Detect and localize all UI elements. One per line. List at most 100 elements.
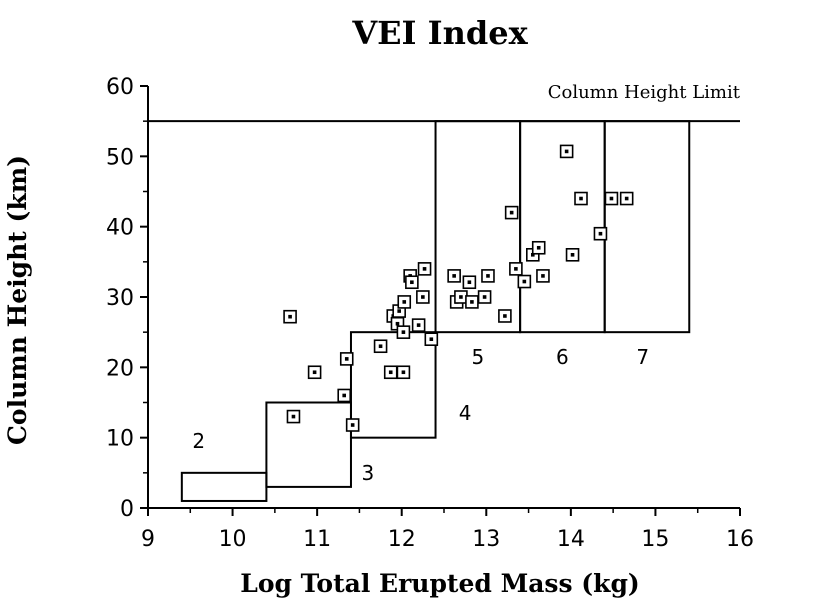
x-tick-label: 13 <box>472 527 500 552</box>
data-point-center <box>350 423 355 427</box>
data-point-center <box>531 253 535 257</box>
data-point <box>604 191 619 206</box>
y-tick-label: 0 <box>120 497 134 522</box>
data-point <box>339 352 354 366</box>
data-point <box>411 318 426 332</box>
y-tick-label: 10 <box>106 427 134 452</box>
y-tick-label: 50 <box>106 145 134 170</box>
x-tick-label: 9 <box>141 527 155 552</box>
x-tick-label: 12 <box>388 527 416 552</box>
data-point <box>405 275 419 290</box>
x-axis-label: Log Total Erupted Mass (kg) <box>240 569 640 598</box>
data-point <box>397 295 412 309</box>
data-point-center <box>470 300 474 304</box>
data-point <box>593 226 608 241</box>
data-point-center <box>509 210 514 215</box>
data-point-center <box>397 309 401 313</box>
data-point-center <box>609 196 614 201</box>
vei-zone-3-box <box>265 401 352 488</box>
data-point-center <box>452 274 456 278</box>
data-point-center <box>598 231 603 236</box>
data-point <box>396 365 411 380</box>
data-point-center <box>388 370 393 375</box>
vei-zone-7-box <box>603 120 691 334</box>
vei-zone-7-label: 7 <box>636 345 649 369</box>
data-point <box>447 269 461 283</box>
x-tick-label: 10 <box>219 527 247 552</box>
vei-zone-4-label: 4 <box>459 401 472 425</box>
vei-zone-6-label: 6 <box>556 345 569 369</box>
data-point <box>417 262 432 276</box>
y-tick-label: 60 <box>106 75 134 100</box>
data-point <box>286 409 301 424</box>
data-point-center <box>291 414 296 419</box>
y-tick-label: 40 <box>106 216 134 241</box>
data-point <box>337 388 352 403</box>
data-point <box>373 339 388 354</box>
data-point-center <box>429 337 434 341</box>
data-point-center <box>570 253 575 257</box>
data-point-center <box>378 344 383 349</box>
data-point <box>416 290 430 304</box>
vei-zones: 2 3 4 5 6 7 <box>180 120 691 502</box>
data-point <box>619 191 634 206</box>
data-point <box>283 309 297 324</box>
data-point-center <box>344 357 349 361</box>
data-point <box>345 418 360 432</box>
x-tick-label: 15 <box>641 527 669 552</box>
data-point-center <box>467 280 472 285</box>
data-point-center <box>402 300 407 304</box>
data-points <box>283 144 634 432</box>
data-point-center <box>312 370 317 375</box>
data-point-center <box>522 279 527 284</box>
vei-zone-4-box <box>349 331 437 439</box>
data-point <box>477 290 492 304</box>
data-point <box>383 365 398 380</box>
data-point <box>498 309 512 323</box>
vei-zone-5-label: 5 <box>471 345 484 369</box>
y-tick-label: 20 <box>106 356 134 381</box>
data-point <box>481 269 495 283</box>
vei-zone-2-box <box>180 471 268 502</box>
data-point-center <box>401 370 406 375</box>
chart-title: VEI Index <box>351 14 528 52</box>
data-point <box>559 144 574 159</box>
vei-zone-2-label: 2 <box>192 429 205 453</box>
data-point-center <box>422 267 427 271</box>
data-point-center <box>514 267 518 271</box>
data-point-center <box>421 295 425 299</box>
data-point <box>517 274 532 289</box>
data-point <box>462 275 477 290</box>
data-point <box>509 262 523 276</box>
y-tick-label: 30 <box>106 286 134 311</box>
data-point <box>536 269 550 283</box>
axes: 9 10 11 12 13 14 15 16 0 10 20 30 40 50 60 <box>106 75 754 552</box>
data-point <box>396 325 411 339</box>
vei-zone-3-label: 3 <box>362 461 375 485</box>
x-tick-label: 16 <box>726 527 754 552</box>
data-point <box>424 332 439 347</box>
data-point-center <box>486 274 490 278</box>
data-point-center <box>503 314 507 318</box>
data-point-center <box>541 274 545 278</box>
data-point <box>504 205 519 220</box>
x-tick-label: 14 <box>557 527 585 552</box>
x-tick-label: 11 <box>303 527 331 552</box>
data-point-center <box>288 314 292 319</box>
column-height-limit-label: Column Height Limit <box>548 82 741 103</box>
data-point <box>307 365 322 380</box>
y-axis-label: Column Height (km) <box>3 155 32 445</box>
data-point-center <box>579 196 583 201</box>
data-point-center <box>564 149 569 154</box>
data-point-center <box>459 295 463 299</box>
data-point-center <box>482 295 487 299</box>
data-point-center <box>410 280 414 285</box>
data-point-center <box>416 323 421 327</box>
data-point <box>465 295 479 309</box>
data-point <box>574 191 588 206</box>
data-point-center <box>536 245 541 250</box>
data-point-center <box>624 196 629 201</box>
data-point-center <box>395 321 400 326</box>
data-point-center <box>342 393 347 398</box>
